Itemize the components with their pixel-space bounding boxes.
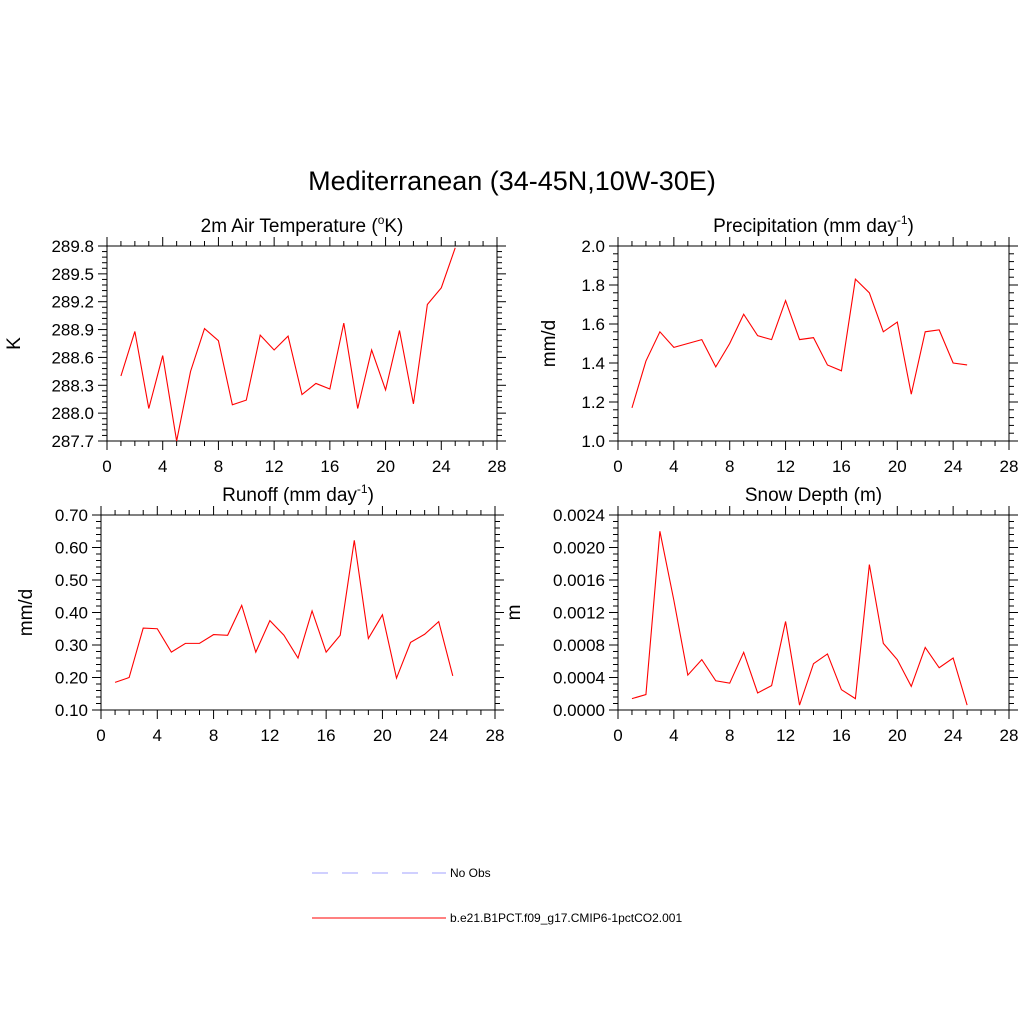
plot-frame <box>100 514 496 711</box>
x-tick-label: 24 <box>432 457 451 476</box>
y-tick-label: 288.3 <box>51 376 94 395</box>
y-axis-label: m <box>504 605 525 621</box>
x-tick-label: 12 <box>776 726 795 745</box>
panel-title-text: Runoff (mm day <box>222 485 357 506</box>
y-tick-label: 1.4 <box>581 354 605 373</box>
x-tick-label: 20 <box>376 457 395 476</box>
y-axis-label: K <box>4 337 25 350</box>
x-tick-label: 16 <box>832 726 851 745</box>
y-tick-label: 1.8 <box>581 276 605 295</box>
y-tick-label: 0.0004 <box>553 669 605 688</box>
figure-title: Mediterranean (34-45N,10W-30E) <box>308 166 716 196</box>
x-tick-label: 8 <box>209 726 218 745</box>
panel-temperature: 2m Air Temperature (oK) 0 4 8 12 16 20 24 28 287.… <box>4 213 506 476</box>
x-tick-label: 8 <box>725 726 734 745</box>
legend-label-obs: No Obs <box>450 866 491 880</box>
y-tick-label: 0.40 <box>55 604 88 623</box>
series-line <box>631 531 968 706</box>
x-tick-label: 4 <box>153 726 162 745</box>
x-tick-label: 8 <box>725 457 734 476</box>
y-tick-label: 1.0 <box>581 432 605 451</box>
panel-title-superscript: o <box>378 213 385 227</box>
panel-title-text: 2m Air Temperature ( <box>201 216 379 237</box>
x-tick-label: 4 <box>158 457 167 476</box>
x-tick-label: 20 <box>373 726 392 745</box>
y-tick-label: 0.30 <box>55 636 88 655</box>
x-tick-label: 28 <box>488 457 507 476</box>
y-tick-label: 0.0008 <box>553 636 605 655</box>
panel-title-tail: K) <box>384 216 403 237</box>
panels: 2m Air Temperature (oK)0 4 8 12 16 20 24 28287.… <box>4 213 1018 745</box>
x-tick-label: 4 <box>669 457 678 476</box>
panel-title-superscript: -1 <box>357 482 368 496</box>
y-tick-label: 289.2 <box>51 293 94 312</box>
x-tick-label: 12 <box>776 457 795 476</box>
panel-title: 2m Air Temperature (oK) <box>201 213 404 237</box>
panel-snow-depth: Snow Depth (m) 0 4 8 12 16 20 24 28 0.0000 0.0004 0… <box>504 485 1018 745</box>
plot-frame <box>617 245 1010 442</box>
x-tick-label: 0 <box>96 726 105 745</box>
x-tick-label: 24 <box>944 457 963 476</box>
x-tick-label: 12 <box>260 726 279 745</box>
y-tick-label: 288.6 <box>51 348 94 367</box>
legend: No Obs b.e21.B1PCT.f09_g17.CMIP6-1pctCO2.… <box>312 866 682 925</box>
series-line <box>114 540 454 683</box>
panel-title: Runoff (mm day-1) <box>222 482 374 506</box>
x-tick-label: 28 <box>1000 457 1019 476</box>
y-tick-label: 0.0016 <box>553 571 605 590</box>
plot-frame <box>106 245 498 442</box>
panel-title: Precipitation (mm day-1) <box>713 213 914 237</box>
x-tick-label: 4 <box>669 726 678 745</box>
x-tick-label: 12 <box>265 457 284 476</box>
y-tick-label: 0.10 <box>55 701 88 720</box>
x-tick-label: 0 <box>102 457 111 476</box>
series-line <box>120 247 456 442</box>
panel-title: Snow Depth (m) <box>745 485 882 506</box>
legend-label-model: b.e21.B1PCT.f09_g17.CMIP6-1pctCO2.001 <box>450 911 682 925</box>
y-axis-label: mm/d <box>539 320 560 368</box>
y-tick-label: 289.8 <box>51 237 94 256</box>
panel-title-tail: ) <box>368 485 374 506</box>
panel-title-tail: ) <box>908 216 914 237</box>
y-tick-label: 0.20 <box>55 669 88 688</box>
panel-title-text: Precipitation (mm day <box>713 216 897 237</box>
y-tick-label: 287.7 <box>51 432 94 451</box>
x-tick-label: 24 <box>429 726 448 745</box>
x-tick-label: 24 <box>944 726 963 745</box>
panel-title-superscript: -1 <box>897 213 908 227</box>
y-tick-label: 0.50 <box>55 571 88 590</box>
y-tick-label: 288.0 <box>51 404 94 423</box>
y-tick-label: 1.2 <box>581 393 605 412</box>
y-tick-label: 1.6 <box>581 315 605 334</box>
y-tick-label: 0.0024 <box>553 506 605 525</box>
x-tick-label: 0 <box>613 726 622 745</box>
x-tick-label: 28 <box>1000 726 1019 745</box>
y-tick-label: 288.9 <box>51 321 94 340</box>
y-tick-label: 0.0000 <box>553 701 605 720</box>
panel-title-text: Snow Depth (m) <box>745 485 882 506</box>
y-tick-label: 0.0012 <box>553 604 605 623</box>
y-axis-label: mm/d <box>16 589 37 637</box>
panel-precipitation: Precipitation (mm day-1) 0 4 8 12 16 20 24 28 1.0… <box>539 213 1018 476</box>
y-tick-label: 0.70 <box>55 506 88 525</box>
panel-runoff: Runoff (mm day-1) 0 4 8 12 16 20 24 28 0.10 0.20 0.… <box>16 482 504 745</box>
x-tick-label: 28 <box>486 726 505 745</box>
y-tick-label: 2.0 <box>581 237 605 256</box>
x-tick-label: 16 <box>832 457 851 476</box>
x-tick-label: 8 <box>214 457 223 476</box>
series-line <box>631 278 968 409</box>
y-tick-label: 0.0020 <box>553 539 605 558</box>
y-tick-label: 289.5 <box>51 265 94 284</box>
x-tick-label: 0 <box>613 457 622 476</box>
x-tick-label: 16 <box>317 726 336 745</box>
x-tick-label: 20 <box>888 457 907 476</box>
x-tick-label: 16 <box>320 457 339 476</box>
y-tick-label: 0.60 <box>55 539 88 558</box>
x-tick-label: 20 <box>888 726 907 745</box>
